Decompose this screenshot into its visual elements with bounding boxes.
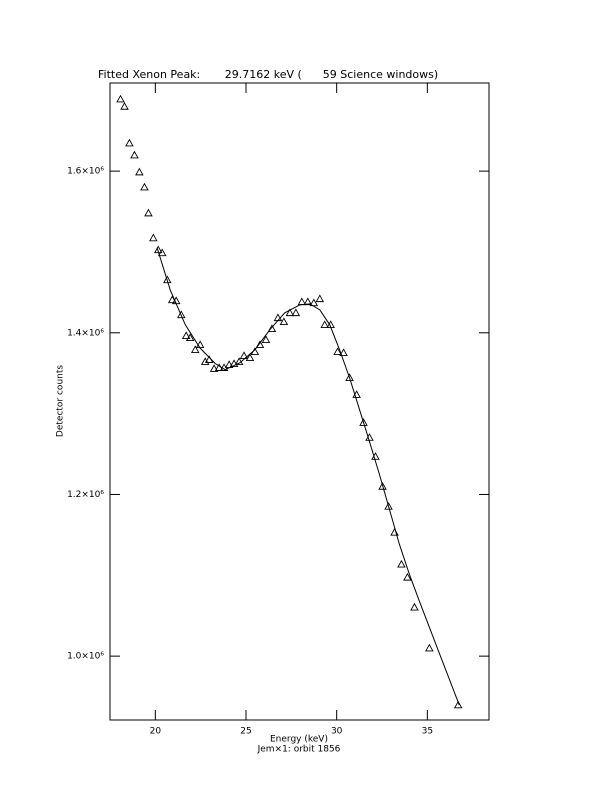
y-tick-label: 1.0×10⁶ [67, 652, 104, 662]
data-point [261, 335, 271, 343]
data-point [245, 353, 255, 362]
data-point [120, 102, 129, 110]
data-point [153, 245, 163, 254]
data-point [267, 324, 277, 332]
data-point [359, 418, 368, 426]
data-point [285, 308, 295, 317]
data-point [384, 502, 393, 510]
data-point [425, 643, 434, 652]
data-point [167, 295, 177, 304]
data-point [303, 297, 313, 306]
data-point [163, 275, 172, 284]
data-point [116, 94, 125, 103]
data-point [397, 559, 406, 568]
data-point [234, 357, 244, 365]
data-point [339, 348, 348, 357]
y-tick-label: 1.2×10⁶ [67, 490, 104, 500]
data-point [371, 452, 380, 460]
data-point [195, 340, 205, 349]
data-point [309, 298, 319, 307]
y-tick-label: 1.6×10⁶ [67, 167, 104, 177]
data-point [320, 320, 329, 329]
data-point [177, 310, 186, 319]
data-point [410, 602, 419, 611]
data-point [181, 331, 191, 340]
data-point [144, 208, 153, 217]
data-point [171, 296, 181, 305]
data-point [255, 340, 265, 349]
data-point [130, 150, 139, 159]
data-point [390, 527, 399, 536]
data-point [214, 363, 224, 371]
data-point [204, 355, 214, 363]
data-point [149, 233, 158, 242]
subcaption: Jem×1: orbit 1856 [257, 745, 341, 755]
data-point [291, 308, 301, 317]
data-point [185, 333, 195, 342]
x-axis-label: Energy (keV) [270, 735, 328, 745]
data-point [135, 167, 144, 176]
data-point [279, 317, 289, 326]
data-point [352, 390, 361, 398]
data-point [315, 294, 325, 303]
data-point [125, 138, 134, 147]
data-point [345, 373, 354, 381]
data-point [190, 345, 200, 354]
chart-title: Fitted Xenon Peak: 29.7162 keV ( 59 Scie… [98, 68, 438, 81]
data-point [209, 364, 219, 372]
data-point [273, 313, 283, 322]
data-point [378, 482, 387, 490]
data-point [326, 320, 335, 329]
data-point [200, 357, 210, 365]
x-tick-label: 35 [422, 727, 433, 737]
data-point [403, 572, 412, 581]
x-tick-label: 30 [331, 727, 343, 737]
data-point [333, 347, 342, 356]
y-tick-label: 1.4×10⁶ [67, 328, 104, 338]
data-point [365, 433, 374, 441]
data-point [239, 351, 249, 359]
data-point [453, 700, 463, 709]
data-point [297, 297, 307, 306]
data-point [250, 347, 260, 356]
data-point [157, 248, 167, 257]
plot-frame [109, 82, 490, 721]
y-axis-label: Detector counts [56, 365, 66, 437]
data-point [224, 360, 234, 368]
x-tick-label: 20 [150, 727, 162, 737]
x-tick-label: 25 [240, 727, 251, 737]
data-point [140, 182, 149, 191]
